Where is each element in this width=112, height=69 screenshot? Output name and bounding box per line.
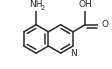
Text: O: O	[101, 20, 108, 29]
Text: 2: 2	[41, 5, 45, 11]
Text: OH: OH	[78, 0, 92, 9]
Text: NH: NH	[29, 0, 43, 9]
Text: N: N	[70, 49, 77, 58]
